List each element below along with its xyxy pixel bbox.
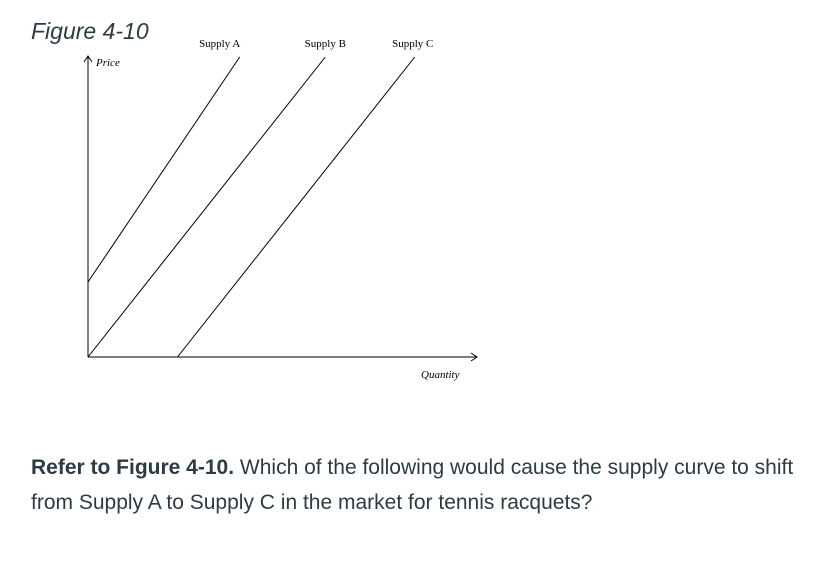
x-axis-label: Quantity (421, 369, 460, 381)
supply-shift-chart: Price Quantity Supply A Supply B Supply C (83, 38, 478, 381)
question-reference: Refer to Figure 4-10. (31, 456, 235, 479)
supply-c-line (177, 56, 416, 358)
question-text: Refer to Figure 4-10. Which of the follo… (31, 450, 801, 520)
question-body: Which of the following would cause the s… (31, 456, 794, 514)
y-axis-arrow (83, 55, 93, 63)
supply-a-line (87, 56, 241, 283)
y-axis-label: Price (95, 57, 120, 69)
supply-b-label: Supply B (305, 38, 346, 50)
supply-a-label: Supply A (199, 38, 240, 50)
supply-c-label: Supply C (392, 38, 433, 50)
x-axis-arrow (470, 352, 478, 362)
supply-b-line (87, 56, 326, 358)
figure-title: Figure 4-10 (31, 18, 149, 44)
series-group: Supply A Supply B Supply C (87, 38, 433, 358)
